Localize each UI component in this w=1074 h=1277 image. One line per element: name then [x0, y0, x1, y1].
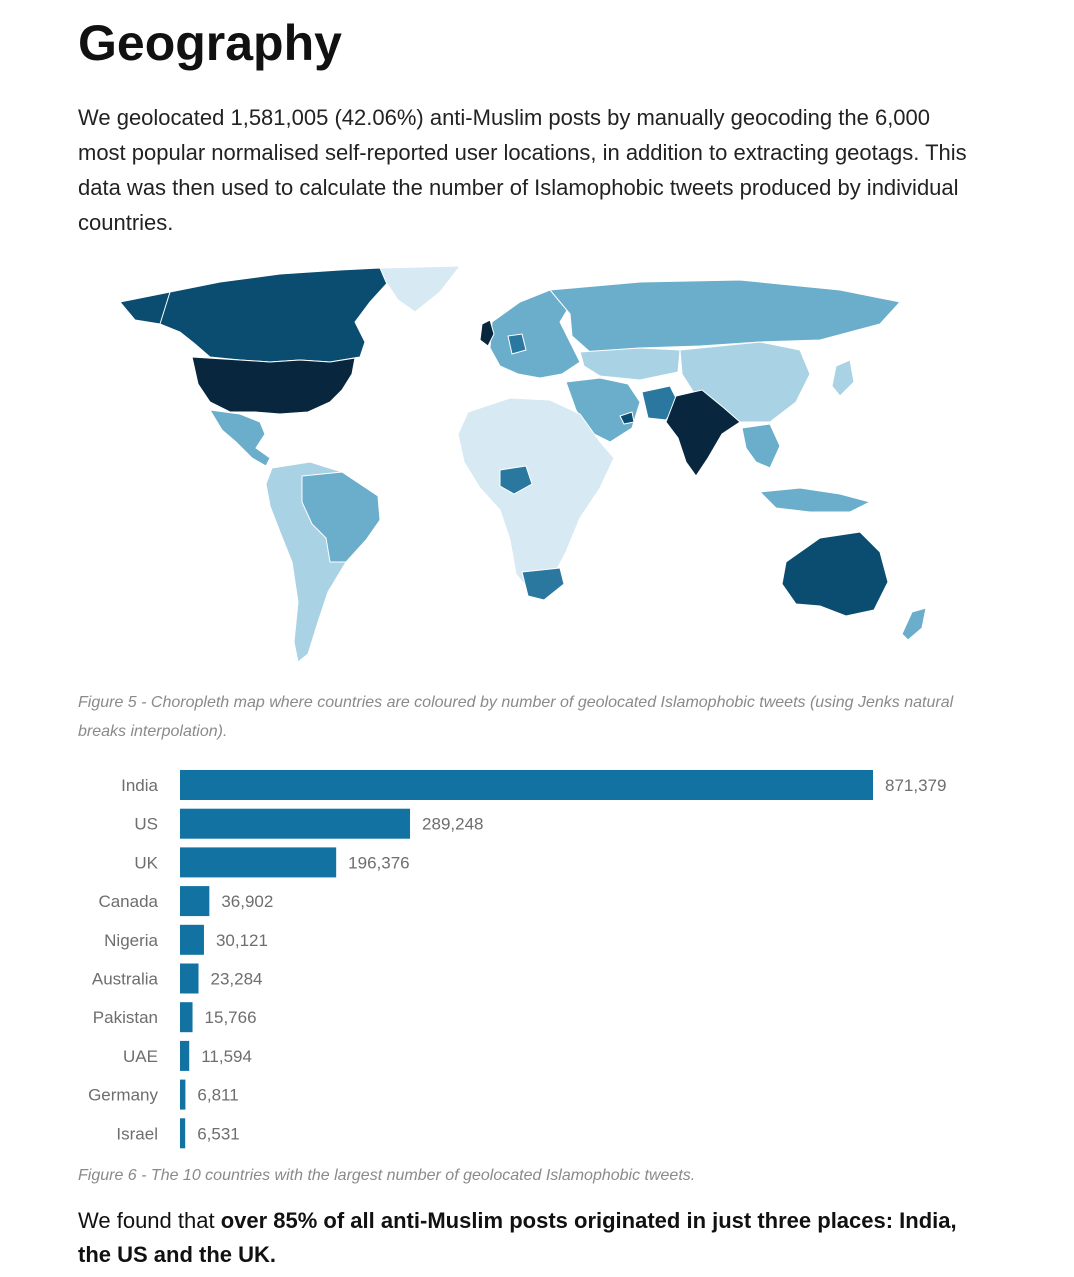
region-new-zealand [901, 607, 927, 641]
conclusion-lead: We found that [78, 1208, 221, 1233]
bar-value-label: 15,766 [205, 1008, 257, 1027]
bar-value-label: 6,531 [197, 1124, 240, 1143]
bar-uk [180, 847, 337, 878]
region-us [191, 356, 356, 415]
bar-value-label: 36,902 [221, 892, 273, 911]
bar-value-label: 30,121 [216, 931, 268, 950]
region-australia [781, 531, 889, 617]
region-mexico [209, 409, 271, 467]
bar-value-label: 289,248 [422, 815, 483, 834]
bar-israel [180, 1118, 186, 1149]
bar-uae [180, 1040, 190, 1071]
choropleth-map [80, 262, 960, 672]
figure5-caption: Figure 5 - Choropleth map where countrie… [78, 694, 954, 740]
region-japan [831, 359, 855, 397]
region-uae [619, 411, 635, 425]
region-greenland [379, 265, 462, 313]
conclusion-paragraph: We found that over 85% of all anti-Musli… [78, 1204, 978, 1272]
conclusion-emphasis: over 85% of all anti-Muslim posts origin… [78, 1208, 957, 1267]
bar-germany [180, 1079, 186, 1110]
bar-category-label: India [121, 776, 158, 795]
bar-australia [180, 963, 199, 994]
region-russia [549, 279, 901, 353]
bar-category-label: US [134, 815, 158, 834]
region-central-asia [579, 347, 681, 381]
bar-value-label: 23,284 [211, 970, 263, 989]
region-india [665, 389, 741, 477]
region-canada [119, 267, 391, 363]
bar-category-label: Israel [116, 1124, 158, 1143]
bar-category-label: UK [134, 853, 158, 872]
region-uk [479, 319, 495, 347]
bar-us [180, 808, 411, 839]
region-africa [457, 397, 615, 595]
bar-category-label: Germany [88, 1086, 158, 1105]
intro-paragraph: We geolocated 1,581,005 (42.06%) anti-Mu… [78, 105, 967, 235]
bar-chart: India 871,379 US 289,248 UK 196,376 Canada 36,9… [60, 760, 1020, 1160]
bar-category-label: UAE [123, 1047, 158, 1066]
region-southeast-asia [741, 423, 781, 469]
bar-canada [180, 886, 210, 917]
bar-chart-svg: India 871,379 US 289,248 UK 196,376 Canada 36,9… [88, 770, 946, 1149]
region-alaska [119, 291, 171, 325]
figure6-caption: Figure 6 - The 10 countries with the lar… [78, 1167, 696, 1184]
page-title: Geography [78, 15, 342, 71]
region-indonesia [758, 487, 872, 513]
bar-india [180, 770, 873, 800]
bar-category-label: Pakistan [93, 1008, 158, 1027]
bar-value-label: 11,594 [201, 1047, 252, 1066]
world-map-svg [119, 265, 927, 663]
region-south-africa [521, 567, 565, 601]
region-brazil [301, 471, 381, 563]
bar-value-label: 6,811 [197, 1086, 238, 1105]
bar-value-label: 871,379 [885, 776, 946, 795]
bar-category-label: Australia [92, 970, 159, 989]
bar-pakistan [180, 1002, 193, 1033]
bar-category-label: Nigeria [104, 931, 158, 950]
bar-category-label: Canada [98, 892, 158, 911]
region-nigeria [499, 465, 533, 495]
bar-nigeria [180, 924, 204, 955]
bar-value-label: 196,376 [348, 853, 409, 872]
region-germany [507, 333, 527, 355]
